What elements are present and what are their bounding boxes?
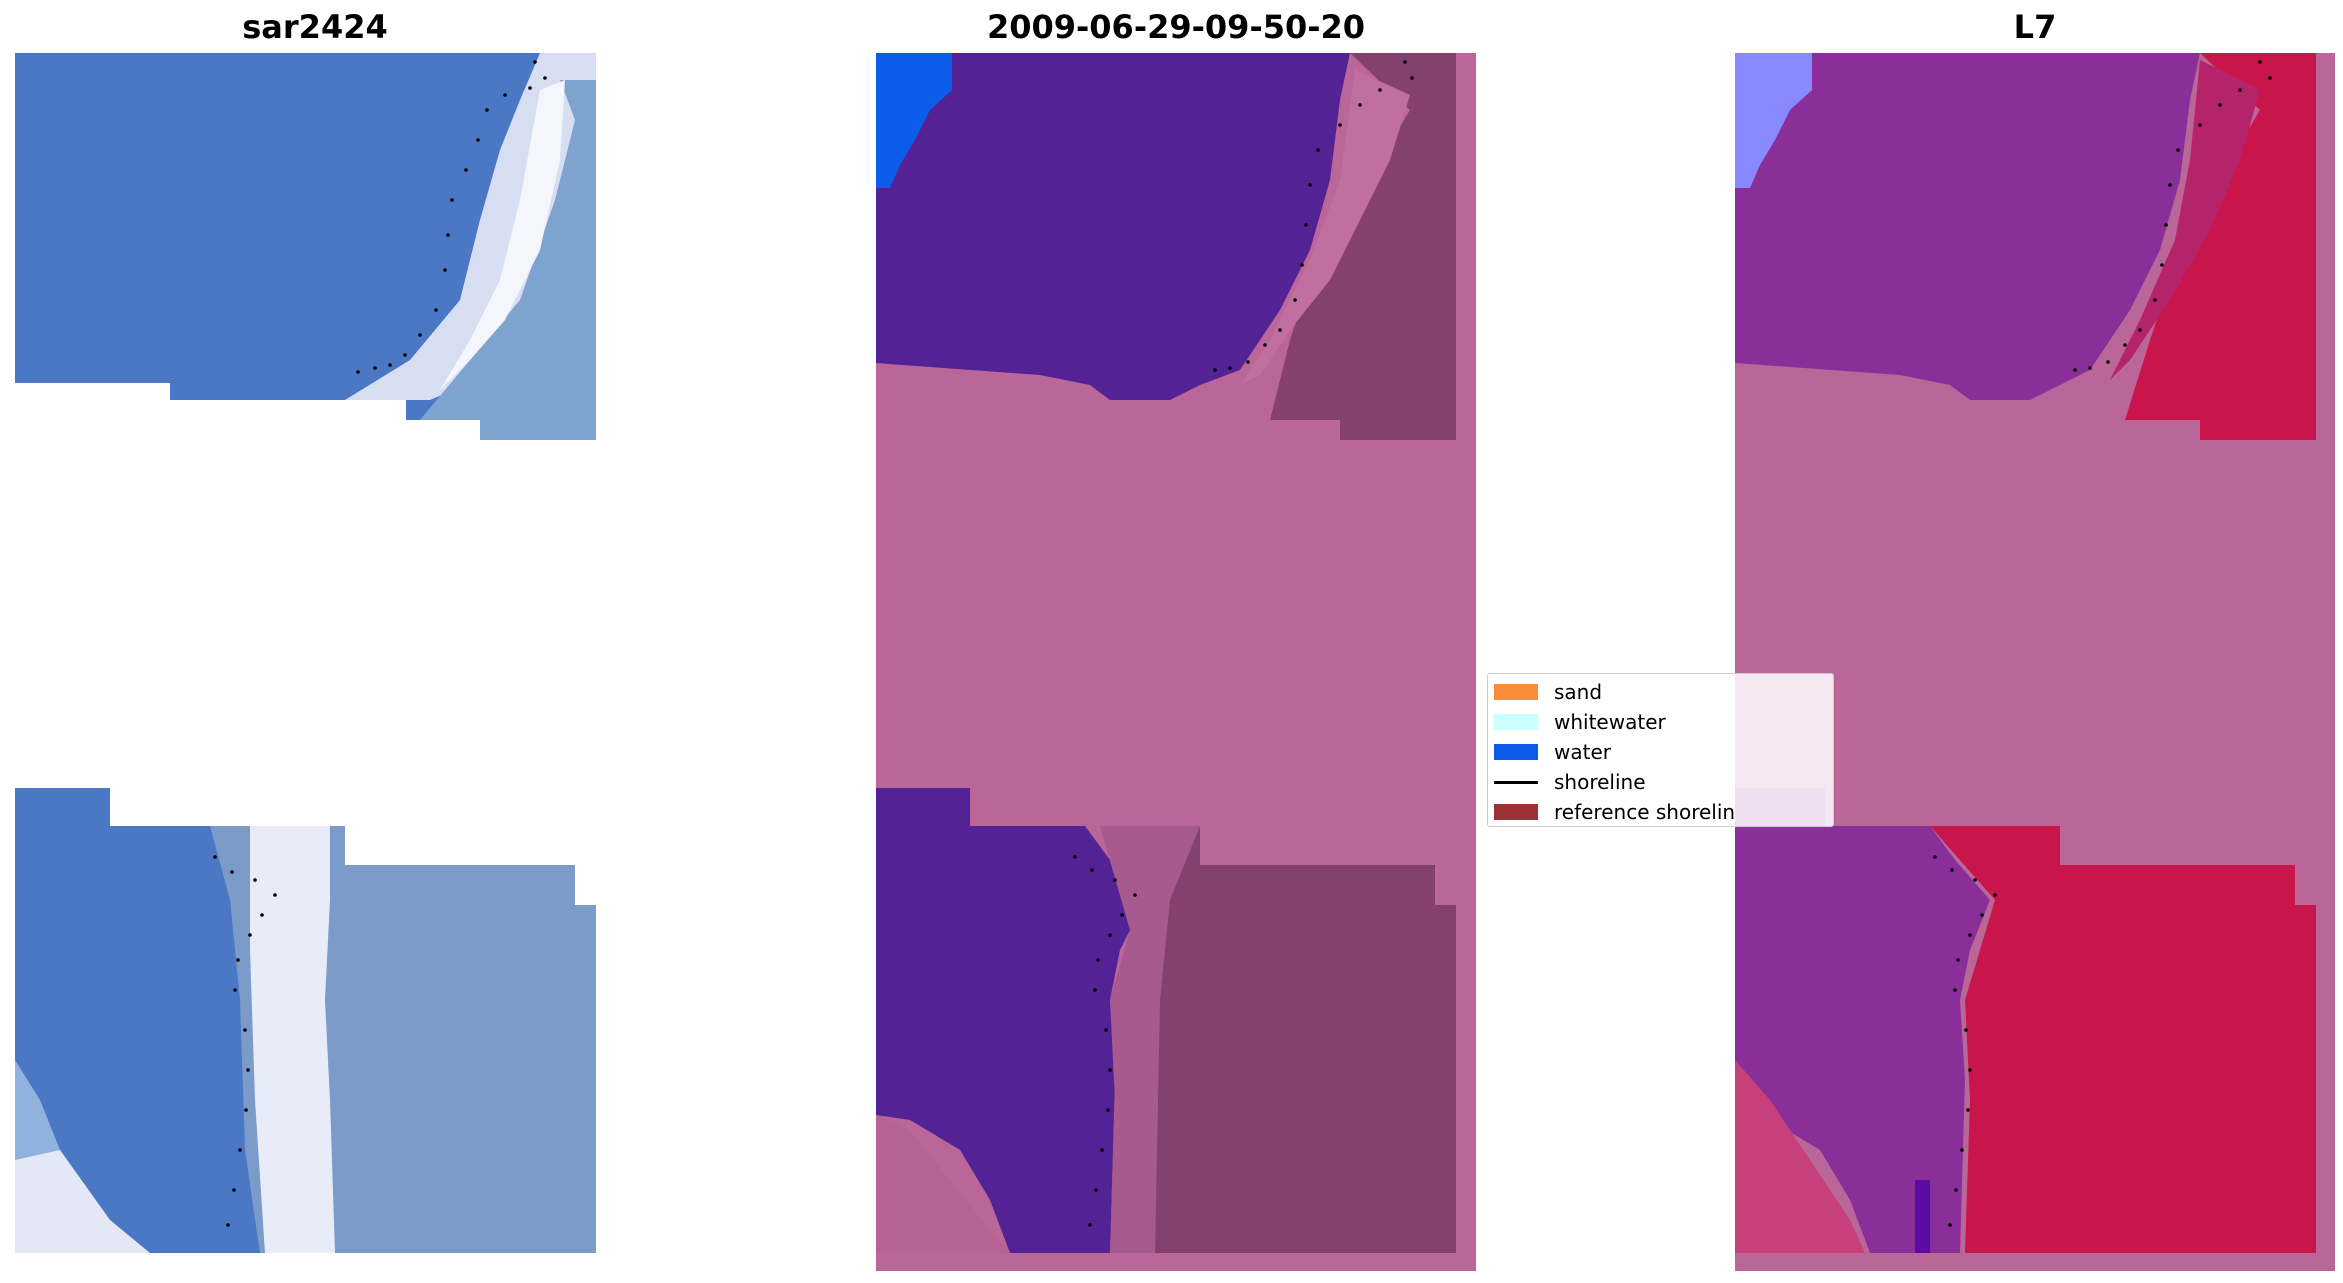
- panel-title-l7: L7: [2013, 8, 2057, 46]
- legend-item-whitewater: whitewater: [1494, 710, 1666, 734]
- l7-water-bottom: [1735, 788, 1990, 1253]
- legend-label: sand: [1554, 680, 1603, 704]
- l7-corner-top: [1735, 53, 1812, 188]
- legend-swatch-sand: [1494, 684, 1538, 700]
- legend-label: reference shorelin: [1554, 800, 1736, 824]
- legend-item-reference-shoreline: reference shorelin: [1494, 800, 1735, 824]
- panel-title-date: 2009-06-29-09-50-20: [986, 8, 1366, 46]
- legend-swatch-whitewater: [1494, 714, 1538, 730]
- legend-item-water: water: [1494, 740, 1611, 764]
- l7-water-top: [1735, 53, 2200, 400]
- legend-swatch-reference-shoreline: [1494, 804, 1538, 820]
- legend-item-shoreline: shoreline: [1494, 770, 1646, 794]
- legend: sand whitewater water shoreline referenc…: [1487, 673, 1834, 827]
- sar-shoreline-bottom: [213, 855, 277, 1227]
- land-region-bottom: [1100, 826, 1456, 1253]
- legend-label: whitewater: [1554, 710, 1666, 734]
- legend-line-shoreline: [1494, 780, 1538, 784]
- panel-title-sar: sar2424: [242, 8, 388, 46]
- sar-bottom-block: [15, 788, 596, 1253]
- classification-shoreline: [1073, 60, 1414, 1227]
- water-region-top: [876, 53, 1350, 400]
- l7-land-top: [2125, 53, 2316, 440]
- legend-label: water: [1554, 740, 1611, 764]
- water-region-bottom: [876, 788, 1145, 1253]
- land-region-top: [1270, 53, 1456, 440]
- l7-land-bottom: [1930, 826, 2316, 1253]
- classification-image: [876, 53, 1476, 1271]
- legend-label: shoreline: [1554, 770, 1646, 794]
- legend-swatch-water: [1494, 744, 1538, 760]
- l7-shoreline: [1933, 60, 2272, 1227]
- sar-top-block: [15, 53, 596, 440]
- water-class-top: [876, 53, 952, 188]
- sar-image: [15, 53, 596, 1253]
- legend-item-sand: sand: [1494, 680, 1602, 704]
- sar-shoreline-top: [356, 60, 547, 374]
- l7-image: [1735, 53, 2335, 1271]
